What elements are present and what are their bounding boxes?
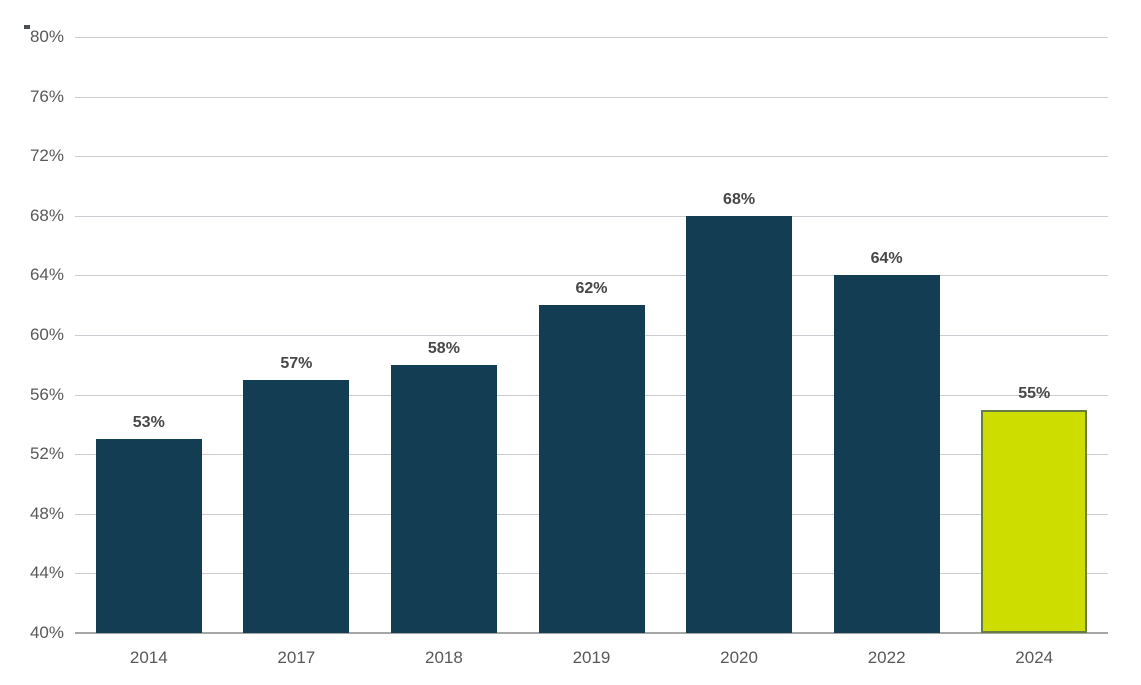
bar-value-label: 62% [575, 280, 608, 298]
gridline [75, 156, 1108, 158]
y-axis-tick-label: 60% [29, 325, 64, 344]
x-axis-category-label: 2019 [572, 648, 611, 667]
bar-value-label: 53% [132, 414, 165, 432]
gridline [75, 96, 1108, 98]
x-axis-category-label: 2024 [1015, 648, 1054, 667]
y-axis-tick-label: 52% [29, 444, 64, 464]
y-axis-tick-label: 76% [29, 86, 64, 106]
y-axis-tick-label: 40% [29, 623, 64, 642]
bar-value-label: 55% [1018, 384, 1051, 402]
x-axis-category-label: 2018 [425, 648, 463, 667]
x-axis-line [75, 632, 1108, 634]
bar-2019 [538, 305, 645, 633]
bar-value-label: 64% [870, 250, 903, 268]
x-axis-category-label: 2014 [129, 648, 168, 667]
y-axis-tick-label: 80% [29, 27, 64, 46]
bar-2018 [390, 364, 497, 633]
x-axis-category-label: 2022 [867, 648, 906, 667]
y-axis-tick-label: 48% [29, 503, 64, 523]
bar-value-label: 58% [427, 339, 460, 357]
y-axis-tick-label: 44% [29, 563, 64, 583]
bar-2017 [243, 379, 350, 633]
bar-value-label: 57% [280, 354, 313, 372]
y-axis-tick-label: 64% [29, 265, 64, 285]
bar-value-label: 68% [723, 190, 756, 208]
bar-2024 [981, 409, 1088, 633]
gridline [75, 215, 1108, 217]
x-axis-category-label: 2017 [277, 648, 316, 667]
x-axis-category-label: 2020 [720, 648, 758, 667]
screenshot-artifact-speck [24, 25, 30, 29]
gridline [75, 37, 1108, 38]
gridline [75, 275, 1108, 277]
y-axis-tick-label: 68% [29, 205, 64, 225]
bar-2014 [95, 439, 202, 633]
y-axis-tick-label: 72% [29, 146, 64, 166]
bar-2022 [833, 275, 940, 633]
y-axis-tick-label: 56% [29, 384, 64, 404]
bar-2020 [686, 215, 793, 633]
